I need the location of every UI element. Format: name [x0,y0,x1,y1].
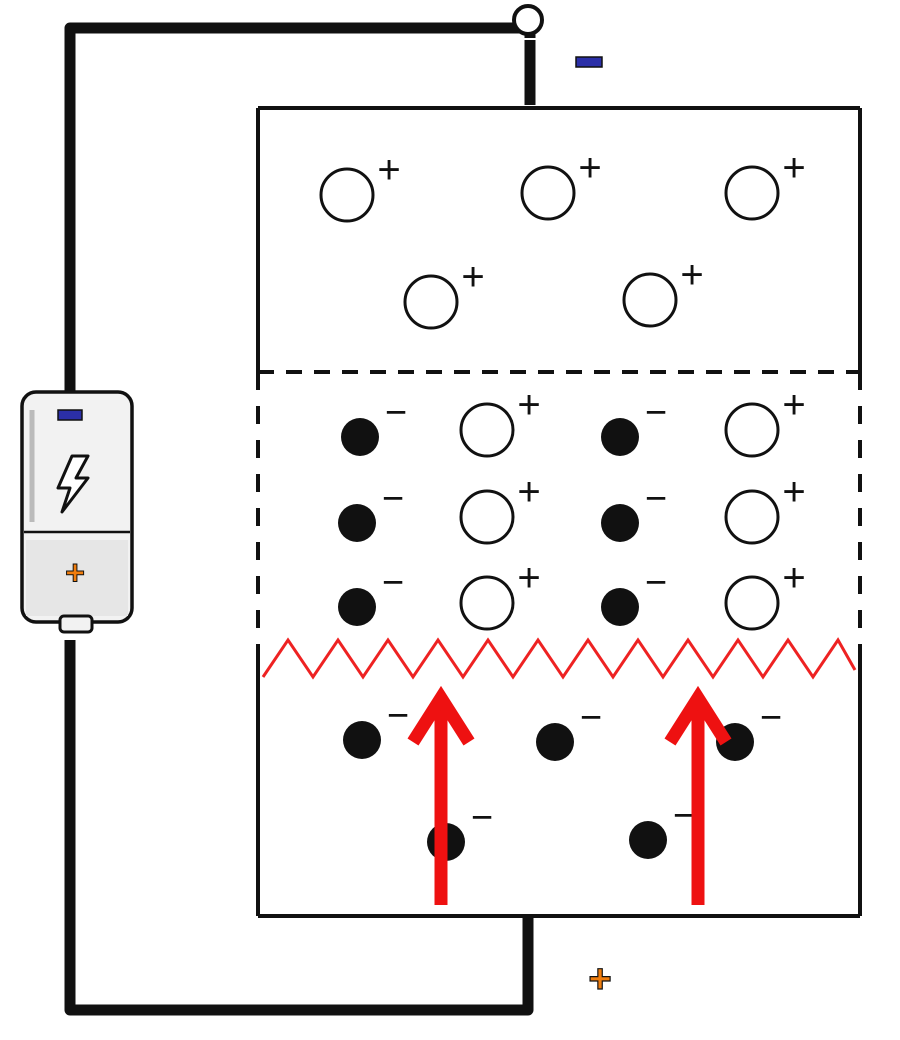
hole-circle [459,402,515,458]
electron-dot [601,588,639,626]
electron-dot [341,418,379,456]
junction-zigzag [261,637,857,680]
electron-carriers: − − − − − − − − − − − [338,392,782,861]
hole-carriers: + + + + + + + + + + + [319,146,806,631]
hole-charge-label: + [782,470,805,514]
hole-charge-label: + [782,556,805,600]
electron-dot [629,821,667,859]
electron-dot [338,588,376,626]
hole-charge-label: + [461,255,484,299]
hole-circle [319,167,375,223]
electron-charge-label: − [645,478,667,520]
hole-circle [459,489,515,545]
arrow-left [407,685,475,905]
hole-charge-label: + [578,146,601,190]
electron-charge-label: − [382,562,404,604]
hole-charge-label: + [517,470,540,514]
electron-dot [536,723,574,761]
electron-charge-label: − [387,695,409,737]
electron-dot [601,418,639,456]
hole-circle [520,165,576,221]
hole-circle [622,272,678,328]
hole-circle [459,575,515,631]
electron-charge-label: − [471,797,493,839]
hole-charge-label: + [377,148,400,192]
hole-charge-label: + [680,253,703,297]
electron-charge-label: − [645,392,667,434]
hole-charge-label: + [782,383,805,427]
hole-circle [724,402,780,458]
terminal-positive-label: + [588,957,611,1001]
terminal-circle-icon [512,4,544,36]
electron-dot [343,721,381,759]
arrow-right [664,685,732,905]
electron-dot [338,504,376,542]
terminal-negative-mark [575,56,603,68]
electron-charge-label: − [382,478,404,520]
hole-charge-label: + [517,383,540,427]
terminal-negative-label: − [589,65,590,67]
hole-circle [724,489,780,545]
hole-circle [724,575,780,631]
battery-positive-label: + [65,554,85,592]
lightning-icon [56,454,90,514]
electron-charge-label: − [673,795,695,837]
hole-charge-label: + [782,146,805,190]
hole-circle [724,165,780,221]
electron-charge-label: − [760,697,782,739]
electron-charge-label: − [645,562,667,604]
hole-circle [403,274,459,330]
battery-icon: + [20,390,134,634]
electron-charge-label: − [385,392,407,434]
electron-charge-label: − [580,697,602,739]
hole-charge-label: + [517,556,540,600]
electron-dot [601,504,639,542]
